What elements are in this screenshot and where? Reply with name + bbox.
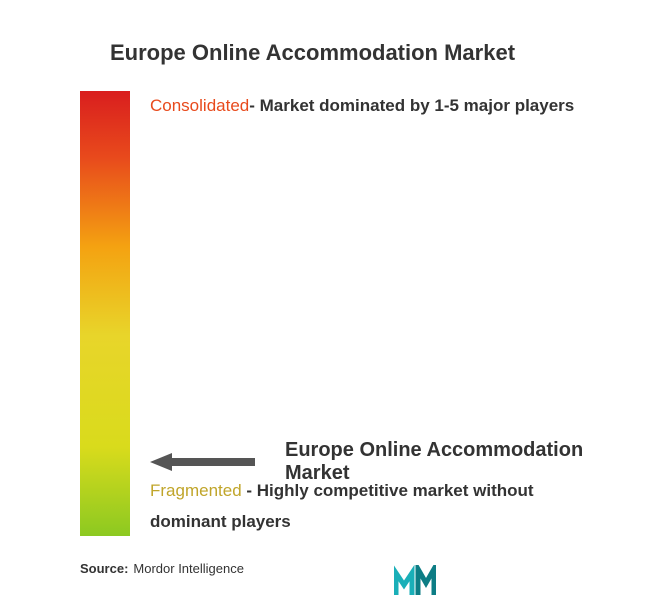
consolidated-label: Consolidated bbox=[150, 96, 249, 115]
arrow-icon bbox=[150, 453, 255, 471]
page-title: Europe Online Accommodation Market bbox=[110, 40, 626, 66]
fragmented-text: Fragmented - Highly competitive market w… bbox=[150, 476, 606, 537]
content-area: Consolidated- Market dominated by 1-5 ma… bbox=[20, 91, 626, 536]
fragmented-label: Fragmented bbox=[150, 481, 242, 500]
source-label: Source: bbox=[80, 561, 128, 576]
consolidated-description: - Market dominated by 1-5 major players bbox=[249, 96, 574, 115]
gradient-bar bbox=[80, 91, 130, 536]
source-section: Source: Mordor Intelligence bbox=[80, 561, 626, 576]
consolidated-text: Consolidated- Market dominated by 1-5 ma… bbox=[150, 91, 626, 122]
source-value: Mordor Intelligence bbox=[133, 561, 244, 576]
logo-icon bbox=[394, 565, 436, 595]
text-area: Consolidated- Market dominated by 1-5 ma… bbox=[130, 91, 626, 536]
